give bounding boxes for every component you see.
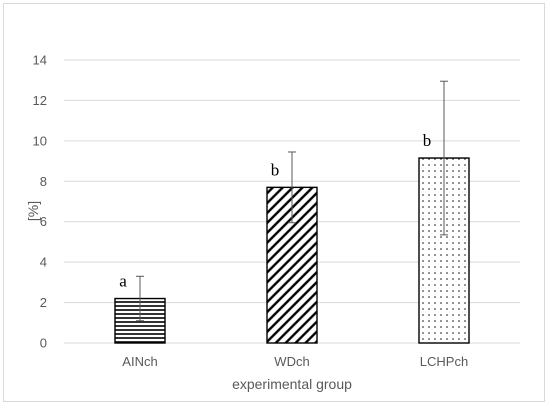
y-tick-label: 4 (40, 255, 47, 270)
x-tick-label: AINch (122, 354, 157, 369)
y-tick-label: 2 (40, 295, 47, 310)
significance-label: b (423, 131, 432, 150)
y-axis-title: [%] (25, 201, 41, 221)
bars (114, 80, 470, 344)
x-axis-title: experimental group (232, 376, 352, 392)
tick-labels: 0 2 4 6 8 10 12 14 a AINch b WDch b LCHPch (33, 53, 469, 370)
x-tick-label: LCHPch (420, 354, 468, 369)
x-tick-label: WDch (274, 354, 309, 369)
y-tick-label: 14 (33, 53, 47, 68)
y-tick-label: 6 (40, 214, 47, 229)
y-tick-label: 0 (40, 336, 47, 351)
y-tick-label: 8 (40, 174, 47, 189)
significance-label: a (119, 272, 127, 291)
y-tick-label: 12 (33, 93, 47, 108)
y-tick-label: 10 (33, 133, 47, 148)
significance-label: b (271, 160, 280, 179)
